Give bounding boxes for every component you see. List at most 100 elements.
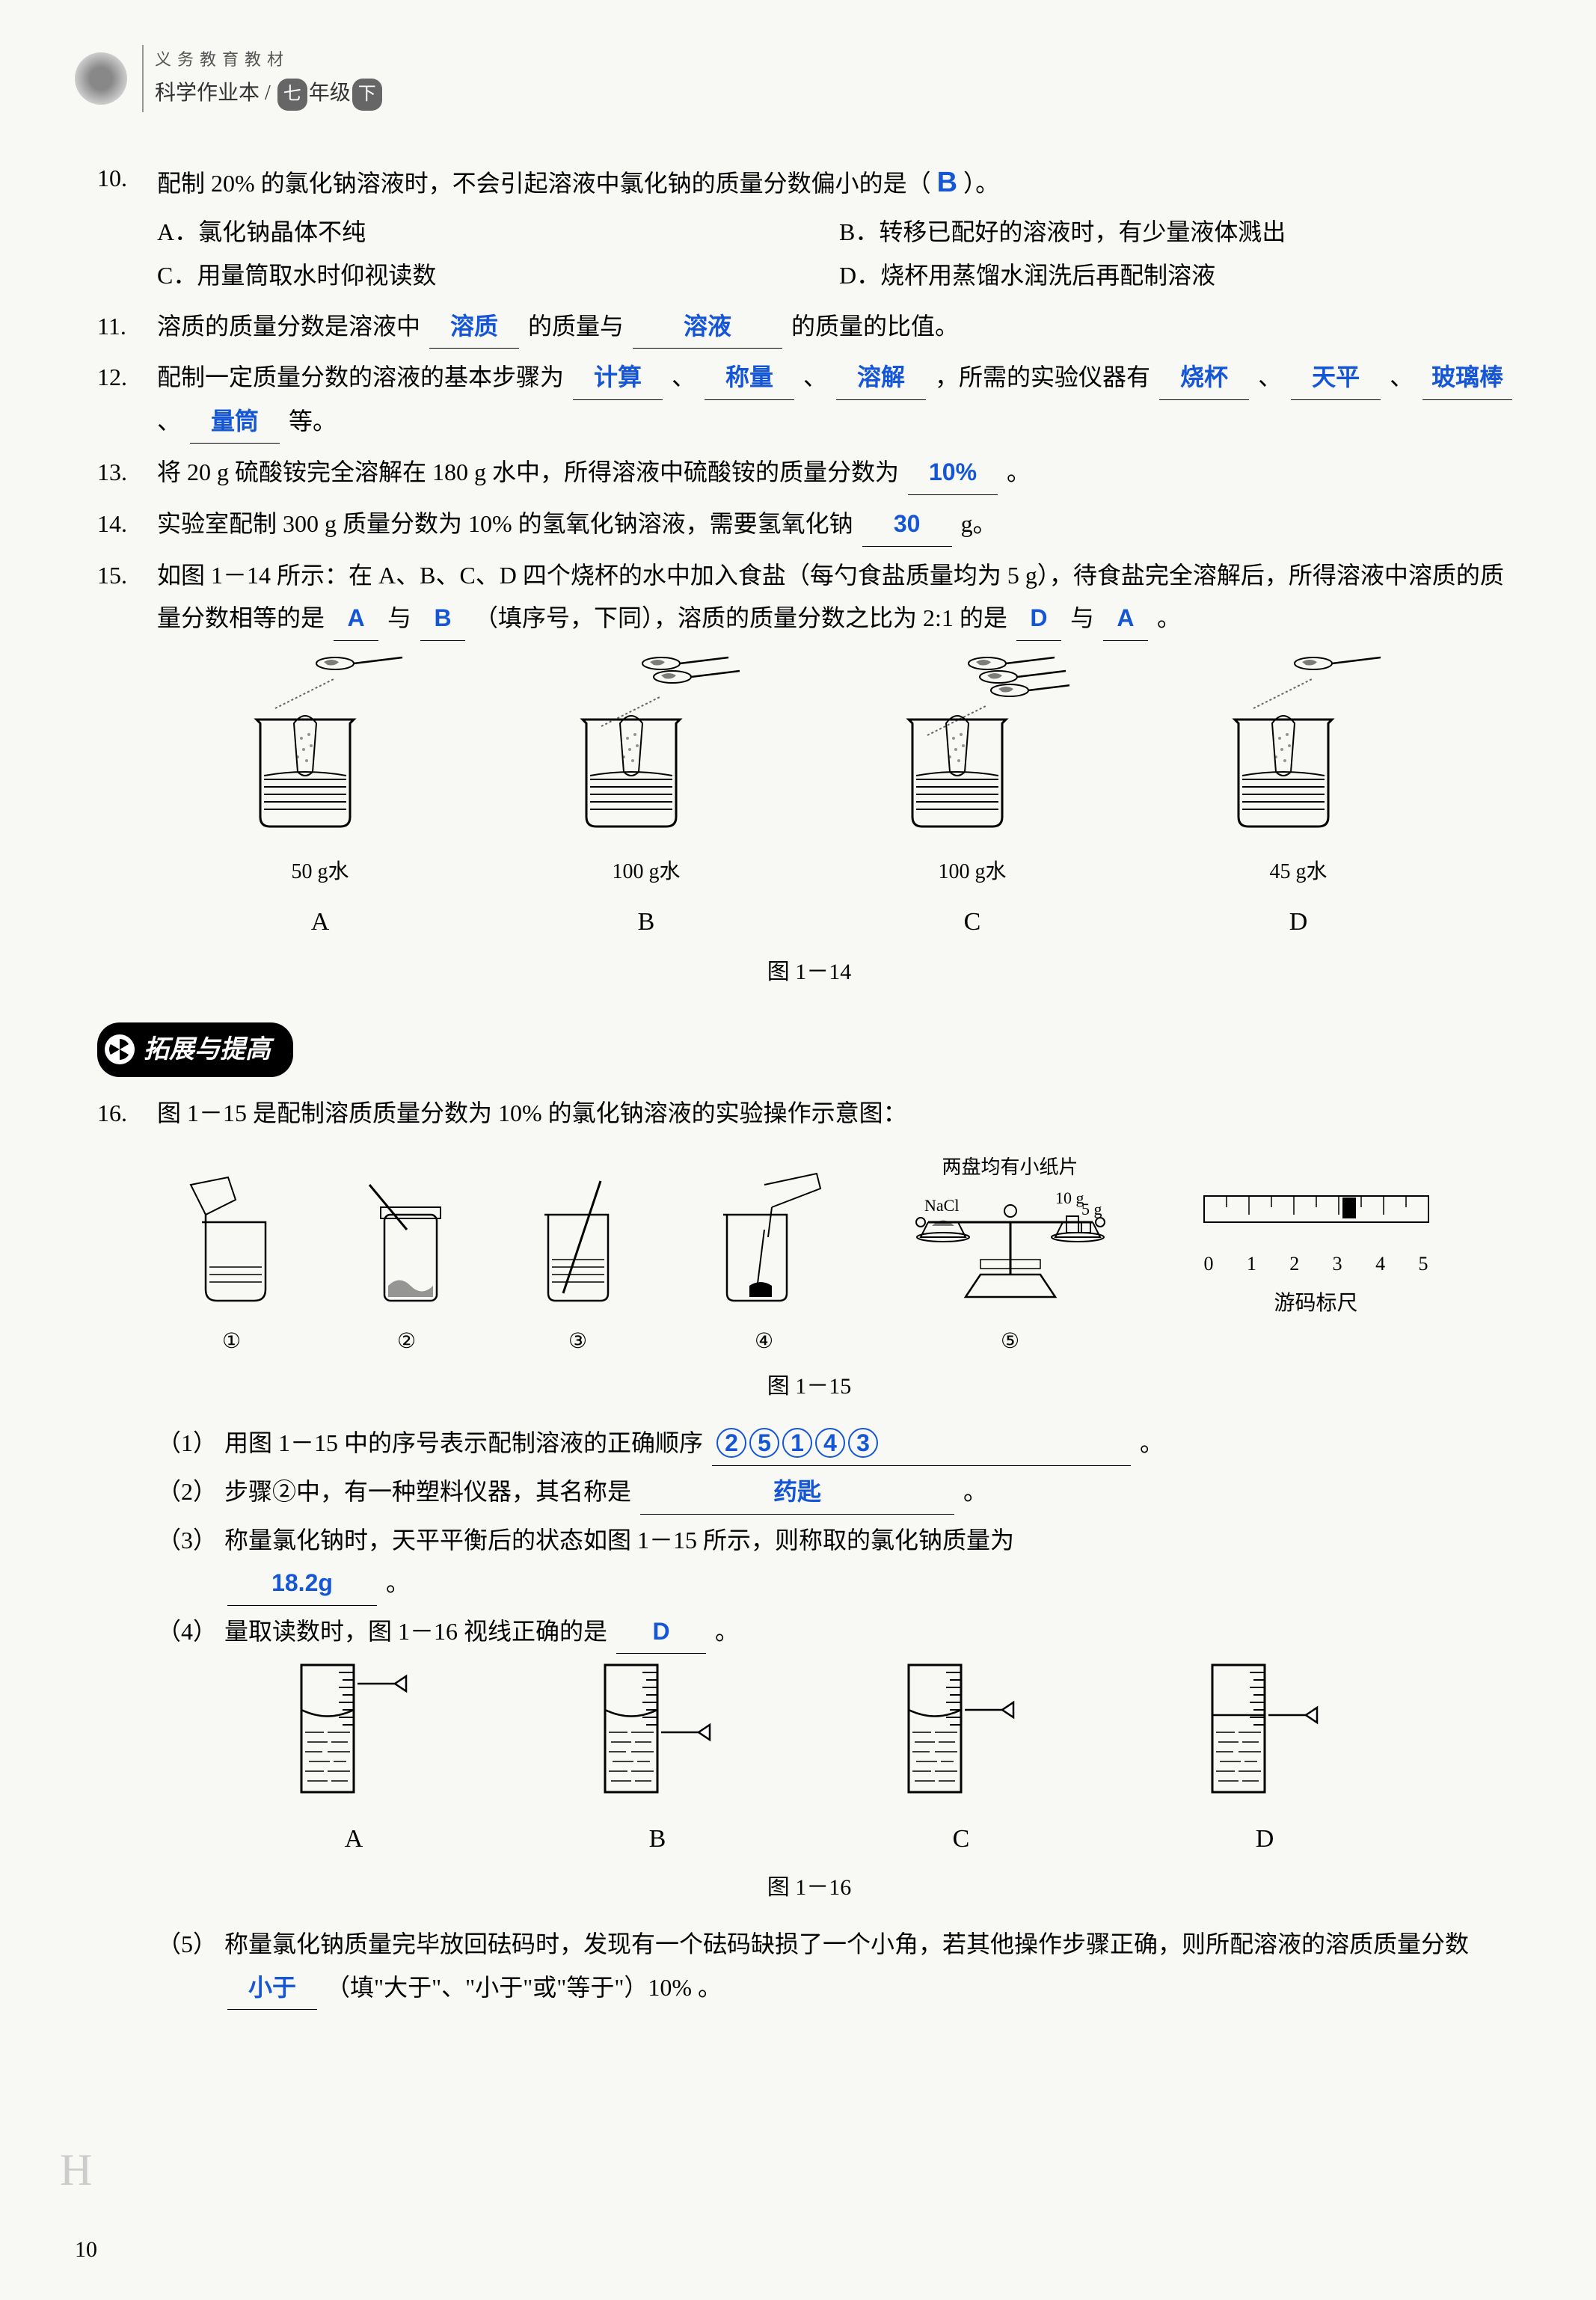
beaker-water: 50 g水 <box>223 853 417 891</box>
q12-blank-3: 溶解 <box>836 356 926 400</box>
sub-num: （3） <box>157 1519 224 1606</box>
cyl-label: C <box>894 1816 1028 1862</box>
page-header: 义务教育教材 科学作业本 / 七年级下 <box>75 45 1521 112</box>
sub5-b: （填"大于"、"小于"或"等于"）10% 。 <box>326 1974 722 2001</box>
sep: 、 <box>803 364 827 390</box>
figure-1-16: A B <box>97 1661 1521 1862</box>
q-body: 图 1－15 是配制溶质质量分数为 10% 的氯化钠溶液的实验操作示意图： <box>157 1092 1521 1135</box>
cyl-label: A <box>286 1816 421 1862</box>
step-label: ② <box>362 1323 452 1361</box>
sep: 、 <box>157 408 181 435</box>
sub3-a: 称量氯化钠时，天平平衡后的状态如图 1－15 所示，则称取的氯化钠质量为 <box>224 1527 1014 1554</box>
cylinder-cell: B <box>590 1661 725 1862</box>
sub4-a: 量取读数时，图 1－16 视线正确的是 <box>224 1618 607 1645</box>
q11-blank-1: 溶质 <box>429 305 519 349</box>
beaker-label: A <box>223 899 417 945</box>
q16-sub-2: （2） 步骤②中，有一种塑料仪器，其名称是 药匙 。 <box>157 1471 1521 1515</box>
fig15-step-5: 两盘均有小纸片 NaCl 10 g 5 g ⑤ <box>906 1150 1115 1361</box>
q11-blank-2: 溶液 <box>633 305 782 349</box>
q12-a: 配制一定质量分数的溶液的基本步骤为 <box>157 364 564 390</box>
q14-b: g。 <box>961 510 997 537</box>
beaker-water: 45 g水 <box>1201 853 1396 891</box>
q-body: 溶质的质量分数是溶液中 溶质 的质量与 溶液 的质量的比值。 <box>157 305 1521 349</box>
q11-b: 的质量与 <box>528 313 624 340</box>
q10-opt-c: C．用量筒取水时仰视读数 <box>157 254 839 298</box>
q-num: 11. <box>97 305 157 349</box>
seq-4: 4 <box>815 1428 845 1458</box>
beaker-cell: 45 g水D <box>1201 656 1396 945</box>
fig-1-16-caption: 图 1－16 <box>97 1868 1521 1908</box>
wheel-icon <box>105 1034 135 1064</box>
page-content-2: 16. 图 1－15 是配制溶质质量分数为 10% 的氯化钠溶液的实验操作示意图… <box>75 1092 1521 2010</box>
q11-a: 溶质的质量分数是溶液中 <box>157 313 420 340</box>
sub4-blank: D <box>616 1610 706 1655</box>
cyl-label: D <box>1197 1816 1332 1862</box>
stir-beaker-icon <box>533 1170 623 1304</box>
sub-body: 称量氯化钠质量完毕放回砝码时，发现有一个砝码缺损了一个小角，若其他操作步骤正确，… <box>224 1923 1521 2010</box>
header-title-a: 科学作业本 / <box>155 82 276 105</box>
cylinder-cell: D <box>1197 1661 1332 1862</box>
sub1-b: 。 <box>1140 1429 1164 1456</box>
sub2-b: 。 <box>963 1478 987 1505</box>
fig15-ruler: 0 1 2 3 4 5 游码标尺 <box>1197 1189 1436 1323</box>
q-num: 10. <box>97 157 157 200</box>
balance-icon: NaCl 10 g 5 g <box>906 1185 1115 1304</box>
sub-body: 用图 1－15 中的序号表示配制溶液的正确顺序 25143 。 <box>224 1422 1521 1466</box>
figure-1-15: ① ② ③ ④ 两盘均有小纸片 <box>97 1150 1521 1361</box>
sub5-a: 称量氯化钠质量完毕放回砝码时，发现有一个砝码缺损了一个小角，若其他操作步骤正确，… <box>224 1931 1469 1957</box>
q10-opt-b: B．转移已配好的溶液时，有少量液体溅出 <box>839 211 1521 254</box>
section-title: 拓展与提高 <box>144 1027 271 1073</box>
question-10: 10. 配制 20% 的氯化钠溶液时，不会引起溶液中氯化钠的质量分数偏小的是（ … <box>97 157 1521 298</box>
sub-body: 步骤②中，有一种塑料仪器，其名称是 药匙 。 <box>224 1471 1521 1515</box>
q12-blank-7: 量筒 <box>190 400 280 444</box>
svg-text:10 g: 10 g <box>1055 1189 1084 1207</box>
fig15-step-3: ③ <box>533 1170 623 1361</box>
beaker-label: C <box>875 899 1069 945</box>
sub1-blank: 25143 <box>712 1422 1131 1466</box>
tick: 2 <box>1289 1247 1299 1282</box>
seq-3: 1 <box>782 1428 812 1458</box>
sub3-blank: 18.2g <box>227 1562 377 1606</box>
tick: 1 <box>1247 1247 1256 1282</box>
q15-c: （填序号，下同），溶质的质量分数之比为 2:1 的是 <box>474 604 1007 631</box>
beaker-cell: 100 g水B <box>549 656 743 945</box>
q13-b: 。 <box>1007 459 1031 485</box>
sub-body: 称量氯化钠时，天平平衡后的状态如图 1－15 所示，则称取的氯化钠质量为 18.… <box>224 1519 1521 1606</box>
q12-blank-2: 称量 <box>705 356 794 400</box>
q-body: 配制 20% 的氯化钠溶液时，不会引起溶液中氯化钠的质量分数偏小的是（ B ）。… <box>157 157 1521 298</box>
sub-num: （5） <box>157 1923 224 2010</box>
sep: 、 <box>1390 364 1414 390</box>
question-12: 12. 配制一定质量分数的溶液的基本步骤为 计算 、 称量 、 溶解 ，所需的实… <box>97 356 1521 444</box>
question-15: 15. 如图 1－14 所示：在 A、B、C、D 四个烧杯的水中加入食盐（每勺食… <box>97 554 1521 641</box>
tick: 0 <box>1204 1247 1214 1282</box>
q12-blank-4: 烧杯 <box>1159 356 1249 400</box>
q13-blank: 10% <box>908 451 998 495</box>
q16-sub-3: （3） 称量氯化钠时，天平平衡后的状态如图 1－15 所示，则称取的氯化钠质量为… <box>157 1519 1521 1606</box>
step-label: ⑤ <box>906 1323 1115 1361</box>
q16-sub-4: （4） 量取读数时，图 1－16 视线正确的是 D 。 <box>157 1610 1521 1655</box>
fig15-step-1: ① <box>183 1170 280 1361</box>
q14-blank: 30 <box>862 503 952 547</box>
q11-c: 的质量的比值。 <box>791 313 959 340</box>
header-subtitle: 义务教育教材 <box>155 45 384 75</box>
fig15-step-2: ② <box>362 1170 452 1361</box>
tick: 5 <box>1418 1247 1428 1282</box>
beaker-water: 100 g水 <box>875 853 1069 891</box>
q-body: 实验室配制 300 g 质量分数为 10% 的氢氧化钠溶液，需要氢氧化钠 30 … <box>157 503 1521 547</box>
q10-text-b: ）。 <box>963 170 999 197</box>
q16-sub-1: （1） 用图 1－15 中的序号表示配制溶液的正确顺序 25143 。 <box>157 1422 1521 1466</box>
q-num: 12. <box>97 356 157 399</box>
q12-blank-6: 玻璃棒 <box>1422 356 1512 400</box>
q-num: 13. <box>97 451 157 494</box>
q12-c: 等。 <box>289 408 337 435</box>
fig-1-15-caption: 图 1－15 <box>97 1367 1521 1407</box>
seq-2: 5 <box>749 1428 779 1458</box>
q-num: 14. <box>97 503 157 546</box>
q12-b: ，所需的实验仪器有 <box>935 364 1150 390</box>
grade-badge: 七 <box>277 79 307 111</box>
sub-num: （2） <box>157 1471 224 1515</box>
cyl-label: B <box>590 1816 725 1862</box>
q10-opt-d: D．烧杯用蒸馏水润洗后再配制溶液 <box>839 254 1521 298</box>
q14-a: 实验室配制 300 g 质量分数为 10% 的氢氧化钠溶液，需要氢氧化钠 <box>157 510 853 537</box>
q10-text-a: 配制 20% 的氯化钠溶液时，不会引起溶液中氯化钠的质量分数偏小的是（ <box>157 170 931 197</box>
